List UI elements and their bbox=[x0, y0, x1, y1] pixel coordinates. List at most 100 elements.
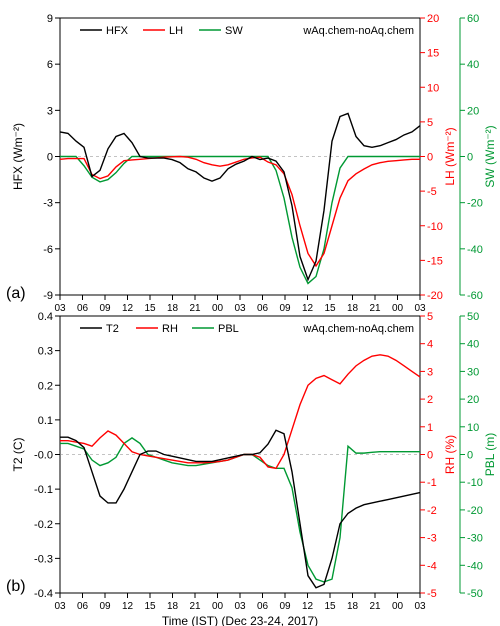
svg-text:-40: -40 bbox=[467, 244, 483, 256]
svg-text:0: 0 bbox=[467, 450, 473, 462]
svg-text:-10: -10 bbox=[467, 477, 483, 489]
svg-text:-15: -15 bbox=[427, 255, 443, 267]
svg-text:-20: -20 bbox=[467, 198, 483, 210]
svg-text:10: 10 bbox=[427, 82, 439, 94]
svg-text:-40: -40 bbox=[467, 560, 483, 572]
svg-text:HFX (Wm⁻²): HFX (Wm⁻²) bbox=[11, 123, 25, 190]
svg-text:-9: -9 bbox=[43, 290, 53, 302]
panel-a-label: (a) bbox=[6, 285, 26, 303]
svg-text:-0.0: -0.0 bbox=[34, 450, 53, 462]
svg-text:21: 21 bbox=[189, 303, 201, 314]
svg-text:18: 18 bbox=[167, 303, 179, 314]
svg-text:18: 18 bbox=[347, 303, 359, 314]
svg-text:06: 06 bbox=[257, 303, 269, 314]
svg-text:12: 12 bbox=[302, 601, 314, 612]
svg-text:-2: -2 bbox=[427, 505, 437, 517]
svg-text:-30: -30 bbox=[467, 533, 483, 545]
svg-text:06: 06 bbox=[257, 601, 269, 612]
chart-svg: -9-6-30369-20-15-10-505101520-60-40-2002… bbox=[0, 0, 500, 626]
svg-text:-3: -3 bbox=[427, 533, 437, 545]
svg-text:-0.1: -0.1 bbox=[34, 484, 53, 496]
svg-text:SW (Wm⁻²): SW (Wm⁻²) bbox=[483, 125, 497, 187]
svg-text:20: 20 bbox=[427, 13, 439, 25]
svg-text:06: 06 bbox=[77, 303, 89, 314]
svg-text:-5: -5 bbox=[427, 186, 437, 198]
svg-text:06: 06 bbox=[77, 601, 89, 612]
svg-text:0: 0 bbox=[427, 152, 433, 164]
svg-text:40: 40 bbox=[467, 339, 479, 351]
svg-text:4: 4 bbox=[427, 339, 433, 351]
svg-text:50: 50 bbox=[467, 311, 479, 323]
svg-text:PBL (m): PBL (m) bbox=[483, 433, 497, 477]
svg-text:09: 09 bbox=[99, 303, 111, 314]
svg-text:6: 6 bbox=[47, 59, 53, 71]
svg-text:1: 1 bbox=[427, 422, 433, 434]
svg-text:3: 3 bbox=[427, 366, 433, 378]
svg-text:PBL: PBL bbox=[218, 323, 239, 335]
svg-text:18: 18 bbox=[167, 601, 179, 612]
svg-text:Time (IST) (Dec 23-24, 2017): Time (IST) (Dec 23-24, 2017) bbox=[162, 614, 318, 626]
svg-text:21: 21 bbox=[189, 601, 201, 612]
svg-text:5: 5 bbox=[427, 311, 433, 323]
svg-text:0: 0 bbox=[427, 450, 433, 462]
svg-text:09: 09 bbox=[279, 601, 291, 612]
svg-text:HFX: HFX bbox=[106, 25, 129, 37]
panel-b-label: (b) bbox=[6, 578, 26, 596]
svg-text:15: 15 bbox=[427, 48, 439, 60]
svg-text:0: 0 bbox=[467, 152, 473, 164]
svg-text:09: 09 bbox=[279, 303, 291, 314]
svg-text:2: 2 bbox=[427, 394, 433, 406]
svg-text:RH (%): RH (%) bbox=[443, 435, 457, 474]
svg-text:-50: -50 bbox=[467, 588, 483, 600]
svg-text:0.1: 0.1 bbox=[38, 415, 53, 427]
svg-text:-10: -10 bbox=[427, 221, 443, 233]
svg-text:12: 12 bbox=[122, 303, 134, 314]
svg-text:-20: -20 bbox=[427, 290, 443, 302]
svg-text:03: 03 bbox=[54, 601, 66, 612]
svg-text:-4: -4 bbox=[427, 560, 437, 572]
svg-text:00: 00 bbox=[392, 601, 404, 612]
svg-text:5: 5 bbox=[427, 117, 433, 129]
svg-text:T2 (C): T2 (C) bbox=[11, 438, 25, 472]
svg-text:12: 12 bbox=[302, 303, 314, 314]
svg-text:21: 21 bbox=[369, 601, 381, 612]
svg-text:T2: T2 bbox=[106, 323, 119, 335]
figure: -9-6-30369-20-15-10-505101520-60-40-2002… bbox=[0, 0, 500, 626]
svg-text:9: 9 bbox=[47, 13, 53, 25]
svg-text:-0.3: -0.3 bbox=[34, 553, 53, 565]
svg-text:03: 03 bbox=[414, 601, 426, 612]
svg-text:18: 18 bbox=[347, 601, 359, 612]
svg-text:wAq.chem-noAq.chem: wAq.chem-noAq.chem bbox=[302, 25, 414, 37]
svg-text:LH (Wm⁻²): LH (Wm⁻²) bbox=[443, 127, 457, 185]
svg-text:09: 09 bbox=[99, 601, 111, 612]
svg-text:20: 20 bbox=[467, 105, 479, 117]
svg-text:-5: -5 bbox=[427, 588, 437, 600]
svg-text:00: 00 bbox=[212, 303, 224, 314]
svg-text:03: 03 bbox=[54, 303, 66, 314]
svg-text:40: 40 bbox=[467, 59, 479, 71]
svg-text:12: 12 bbox=[122, 601, 134, 612]
svg-text:-6: -6 bbox=[43, 244, 53, 256]
svg-text:-0.2: -0.2 bbox=[34, 519, 53, 531]
svg-text:-3: -3 bbox=[43, 198, 53, 210]
svg-text:03: 03 bbox=[234, 601, 246, 612]
svg-text:-20: -20 bbox=[467, 505, 483, 517]
svg-text:RH: RH bbox=[162, 323, 178, 335]
svg-text:15: 15 bbox=[144, 303, 156, 314]
svg-text:03: 03 bbox=[414, 303, 426, 314]
svg-text:-60: -60 bbox=[467, 290, 483, 302]
svg-text:3: 3 bbox=[47, 105, 53, 117]
svg-text:21: 21 bbox=[369, 303, 381, 314]
svg-text:0.3: 0.3 bbox=[38, 346, 53, 358]
svg-text:10: 10 bbox=[467, 422, 479, 434]
svg-text:wAq.chem-noAq.chem: wAq.chem-noAq.chem bbox=[302, 323, 414, 335]
svg-text:SW: SW bbox=[225, 25, 243, 37]
svg-text:15: 15 bbox=[324, 601, 336, 612]
svg-text:03: 03 bbox=[234, 303, 246, 314]
svg-text:-0.4: -0.4 bbox=[34, 588, 53, 600]
svg-text:60: 60 bbox=[467, 13, 479, 25]
svg-text:-1: -1 bbox=[427, 477, 437, 489]
svg-text:20: 20 bbox=[467, 394, 479, 406]
svg-text:30: 30 bbox=[467, 366, 479, 378]
svg-text:0: 0 bbox=[47, 152, 53, 164]
